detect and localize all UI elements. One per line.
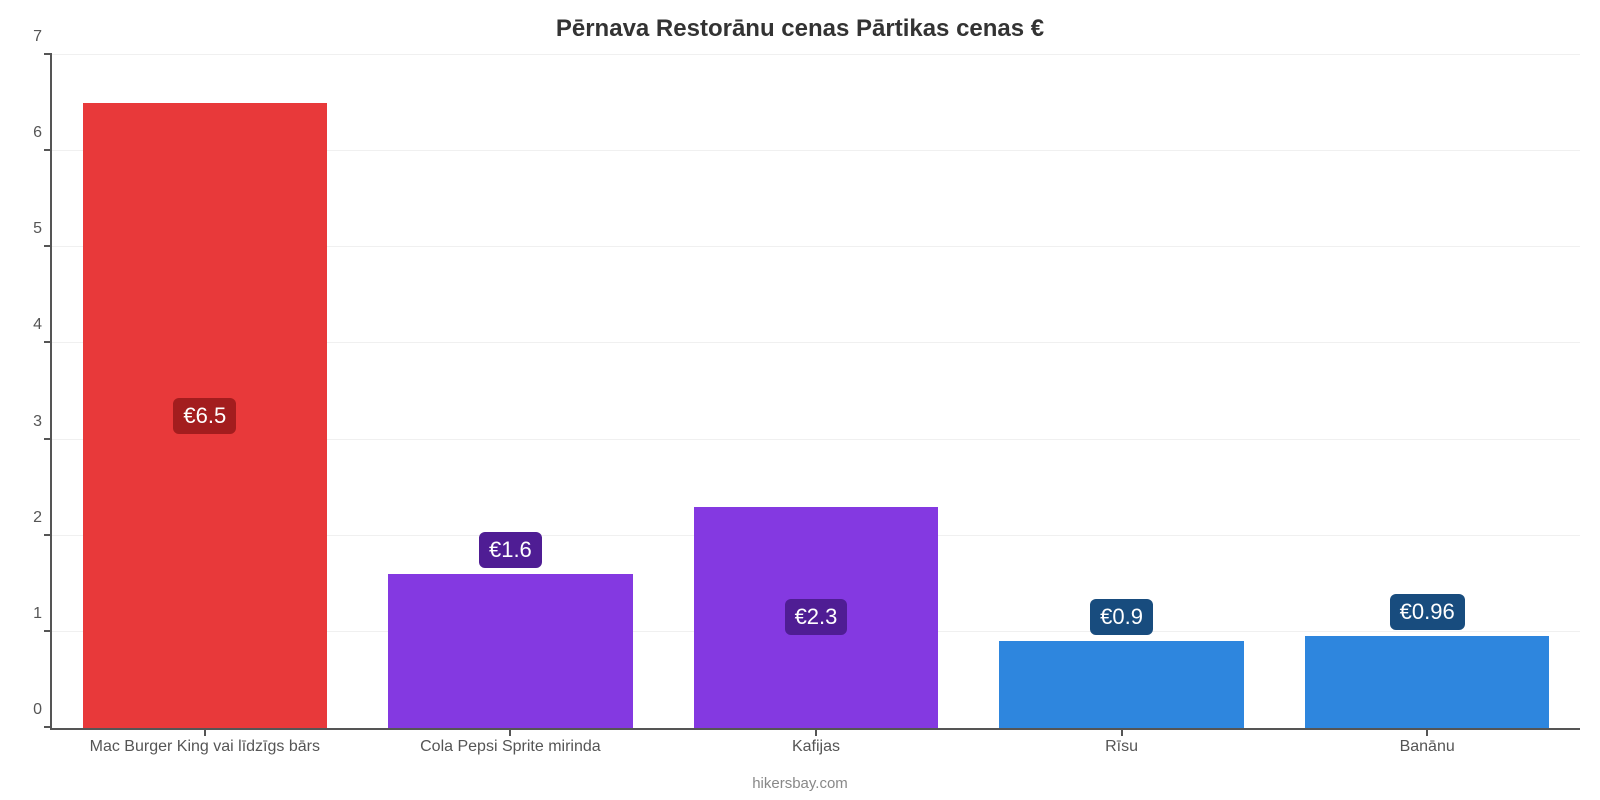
ytick-label: 7 bbox=[33, 28, 52, 46]
bar-slot: €2.3Kafijas bbox=[663, 55, 969, 728]
xtick-label: Kafijas bbox=[792, 738, 840, 756]
xtick-label: Mac Burger King vai līdzīgs bārs bbox=[90, 738, 320, 756]
ytick-mark bbox=[44, 534, 52, 536]
ytick-mark bbox=[44, 245, 52, 247]
value-badge: €0.96 bbox=[1390, 594, 1465, 630]
bar: €1.6 bbox=[388, 574, 632, 728]
ytick-mark bbox=[44, 53, 52, 55]
xtick-mark bbox=[204, 728, 206, 736]
ytick-mark bbox=[44, 149, 52, 151]
ytick-mark bbox=[44, 438, 52, 440]
ytick-mark bbox=[44, 726, 52, 728]
ytick-label: 4 bbox=[33, 316, 52, 334]
bar: €0.96 bbox=[1305, 636, 1549, 728]
chart-title: Pērnava Restorānu cenas Pārtikas cenas € bbox=[0, 15, 1600, 43]
value-badge: €0.9 bbox=[1090, 599, 1153, 635]
chart-footer: hikersbay.com bbox=[0, 775, 1600, 792]
ytick-label: 0 bbox=[33, 701, 52, 719]
bar-slot: €0.96Banānu bbox=[1274, 55, 1580, 728]
bar: €0.9 bbox=[999, 641, 1243, 728]
xtick-label: Rīsu bbox=[1105, 738, 1138, 756]
ytick-label: 2 bbox=[33, 509, 52, 527]
xtick-mark bbox=[1121, 728, 1123, 736]
ytick-label: 6 bbox=[33, 124, 52, 142]
plot-area: 01234567 €6.5Mac Burger King vai līdzīgs… bbox=[50, 55, 1580, 730]
xtick-label: Cola Pepsi Sprite mirinda bbox=[420, 738, 601, 756]
bar-slot: €1.6Cola Pepsi Sprite mirinda bbox=[358, 55, 664, 728]
value-badge: €1.6 bbox=[479, 532, 542, 568]
bar: €6.5 bbox=[83, 103, 327, 728]
price-bar-chart: Pērnava Restorānu cenas Pārtikas cenas €… bbox=[0, 0, 1600, 800]
xtick-label: Banānu bbox=[1400, 738, 1455, 756]
value-badge: €6.5 bbox=[173, 398, 236, 434]
bar: €2.3 bbox=[694, 507, 938, 728]
xtick-mark bbox=[1426, 728, 1428, 736]
ytick-label: 3 bbox=[33, 413, 52, 431]
bar-slot: €6.5Mac Burger King vai līdzīgs bārs bbox=[52, 55, 358, 728]
value-badge: €2.3 bbox=[785, 599, 848, 635]
ytick-mark bbox=[44, 630, 52, 632]
bars-container: €6.5Mac Burger King vai līdzīgs bārs€1.6… bbox=[52, 55, 1580, 728]
ytick-label: 5 bbox=[33, 220, 52, 238]
ytick-label: 1 bbox=[33, 605, 52, 623]
bar-slot: €0.9Rīsu bbox=[969, 55, 1275, 728]
xtick-mark bbox=[509, 728, 511, 736]
xtick-mark bbox=[815, 728, 817, 736]
ytick-mark bbox=[44, 341, 52, 343]
